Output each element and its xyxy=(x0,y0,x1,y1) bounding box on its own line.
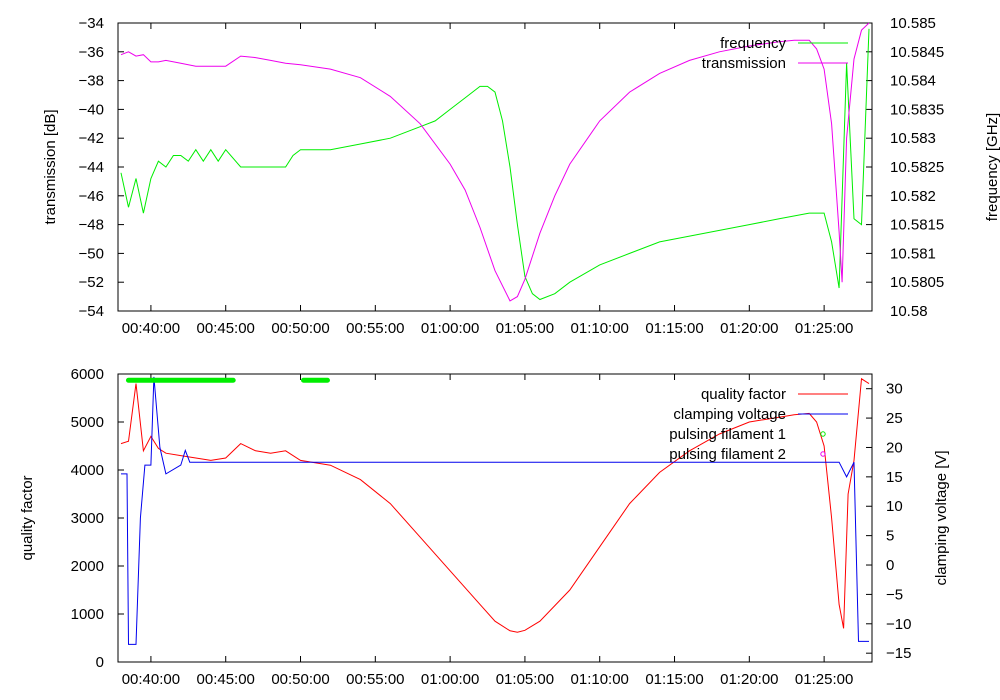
y2-tick-label: 25 xyxy=(886,410,903,427)
y2-tick-label: 20 xyxy=(886,439,903,456)
y-tick-label: −38 xyxy=(79,73,104,90)
series-frequency-line xyxy=(120,28,870,301)
legend-label-pulsing-filament-1: pulsing filament 1 xyxy=(669,426,786,443)
x-tick-label: 01:10:00 xyxy=(571,320,629,337)
y2-tick-label: −5 xyxy=(886,586,903,603)
top-y2-axis-label: frequency [GHz] xyxy=(984,113,1000,221)
x-tick-label: 01:25:00 xyxy=(795,320,853,337)
y-tick-label: −50 xyxy=(79,245,104,262)
x-tick-label: 00:50:00 xyxy=(271,320,329,337)
y2-tick-label: −15 xyxy=(886,645,911,662)
top-ticks: 00:40:00 00:45:00 00:50:00 00:55:00 01:00:00… xyxy=(79,15,945,337)
y-tick-label: 4000 xyxy=(71,462,104,479)
x-tick-label: 01:15:00 xyxy=(645,320,703,337)
y-tick-label: −44 xyxy=(79,159,104,176)
legend-label-clamping-voltage: clamping voltage xyxy=(673,406,786,423)
bottom-y2-axis-label: clamping voltage [V] xyxy=(933,450,950,585)
y2-tick-label: 10.583 xyxy=(890,130,936,147)
top-y-axis-label: transmission [dB] xyxy=(42,109,59,224)
y2-tick-label: 10.58 xyxy=(890,303,928,320)
y-tick-label: −34 xyxy=(79,15,104,32)
y-tick-label: 2000 xyxy=(71,558,104,575)
y-tick-label: −42 xyxy=(79,130,104,147)
y2-tick-label: 10 xyxy=(886,498,903,515)
y-tick-label: −40 xyxy=(79,101,104,118)
y2-tick-label: 30 xyxy=(886,381,903,398)
y-tick-label: −54 xyxy=(79,303,104,320)
transmission-frequency-chart: 00:40:00 00:45:00 00:50:00 00:55:00 01:00:00… xyxy=(42,15,1000,337)
legend-swatch-pulsing-filament-1 xyxy=(820,431,826,437)
x-tick-label: 00:50:00 xyxy=(271,671,329,688)
y2-tick-label: 10.584 xyxy=(890,73,936,90)
y-tick-label: 5000 xyxy=(71,414,104,431)
y2-tick-label: 10.5815 xyxy=(890,217,944,234)
y-tick-label: 6000 xyxy=(71,366,104,383)
y-tick-label: −52 xyxy=(79,274,104,291)
y2-tick-label: 10.581 xyxy=(890,245,936,262)
y-tick-label: −36 xyxy=(79,44,104,61)
series-transmission-line xyxy=(120,22,870,302)
x-tick-label: 00:45:00 xyxy=(197,671,255,688)
quality-clamping-chart: 00:40:00 00:45:00 00:50:00 00:55:00 01:00:00… xyxy=(19,366,950,688)
x-tick-label: 01:15:00 xyxy=(645,671,703,688)
legend-swatch-pulsing-filament-2 xyxy=(820,451,826,457)
y2-tick-label: 15 xyxy=(886,469,903,486)
y2-tick-label: 10.5825 xyxy=(890,159,944,176)
legend-label-pulsing-filament-2: pulsing filament 2 xyxy=(669,446,786,463)
y-tick-label: 3000 xyxy=(71,510,104,527)
x-tick-label: 01:00:00 xyxy=(421,320,479,337)
x-tick-label: 01:05:00 xyxy=(496,320,554,337)
y2-tick-label: 0 xyxy=(886,557,894,574)
x-tick-label: 00:40:00 xyxy=(122,671,180,688)
bottom-y-axis-label: quality factor xyxy=(19,475,36,560)
y-tick-label: −48 xyxy=(79,217,104,234)
bottom-ticks: 00:40:00 00:45:00 00:50:00 00:55:00 01:00:00… xyxy=(71,366,912,688)
y-tick-label: 0 xyxy=(96,654,104,671)
x-tick-label: 00:55:00 xyxy=(346,671,404,688)
x-tick-label: 01:10:00 xyxy=(571,671,629,688)
x-tick-label: 00:45:00 xyxy=(197,320,255,337)
x-tick-label: 01:00:00 xyxy=(421,671,479,688)
y2-tick-label: 5 xyxy=(886,528,894,545)
x-tick-label: 01:20:00 xyxy=(720,671,778,688)
legend-label-transmission: transmission xyxy=(702,55,786,72)
legend-label-quality-factor: quality factor xyxy=(701,386,786,403)
y2-tick-label: 10.582 xyxy=(890,188,936,205)
x-tick-label: 01:05:00 xyxy=(496,671,554,688)
y2-tick-label: 10.5845 xyxy=(890,44,944,61)
y2-tick-label: 10.5835 xyxy=(890,101,944,118)
x-tick-label: 01:25:00 xyxy=(795,671,853,688)
legend-label-frequency: frequency xyxy=(720,35,786,52)
y-tick-label: 1000 xyxy=(71,606,104,623)
y2-tick-label: −10 xyxy=(886,616,911,633)
series-clamping-voltage-line xyxy=(121,376,869,645)
bottom-legend: quality factor clamping voltage pulsing fi… xyxy=(669,386,848,463)
x-tick-label: 01:20:00 xyxy=(720,320,778,337)
x-tick-label: 00:55:00 xyxy=(346,320,404,337)
x-tick-label: 00:40:00 xyxy=(122,320,180,337)
y2-tick-label: 10.5805 xyxy=(890,274,944,291)
top-legend: frequency transmission xyxy=(702,35,848,72)
top-series xyxy=(120,22,870,302)
y-tick-label: −46 xyxy=(79,188,104,205)
y2-tick-label: 10.585 xyxy=(890,15,936,32)
